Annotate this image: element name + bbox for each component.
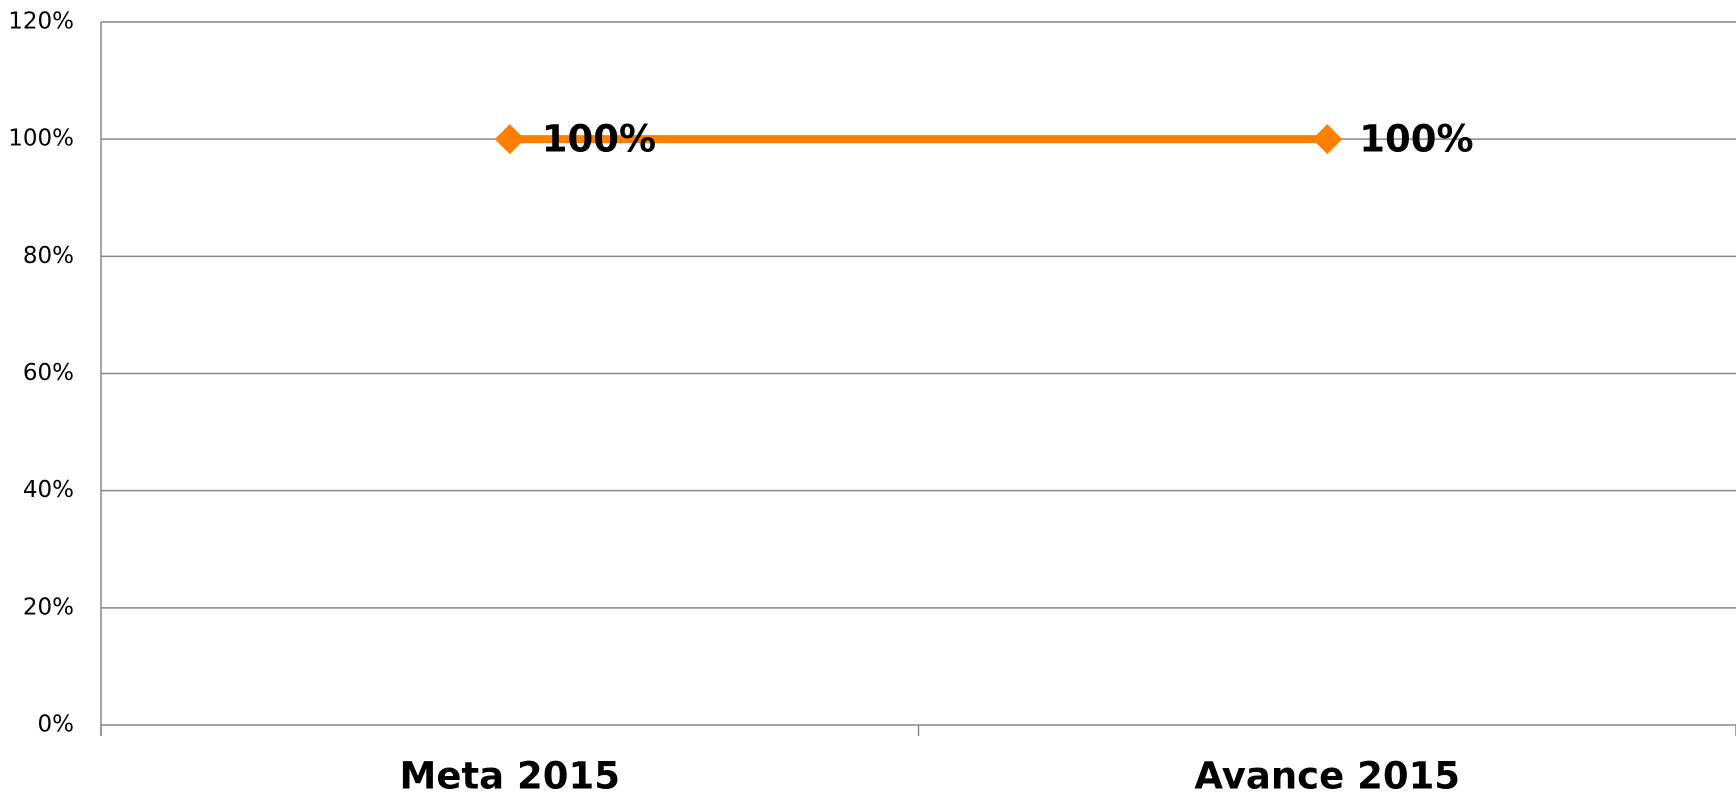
x-tick-label: Meta 2015: [400, 755, 620, 795]
y-tick-label: 60%: [23, 360, 74, 386]
x-tick-label: Avance 2015: [1194, 755, 1460, 795]
y-tick-label: 40%: [23, 477, 74, 503]
y-tick-label: 80%: [23, 243, 74, 269]
y-tick-label: 20%: [23, 594, 74, 620]
y-tick-label: 120%: [8, 9, 74, 35]
y-tick-label: 0%: [38, 712, 75, 738]
marker: [1312, 124, 1343, 155]
marker: [494, 124, 525, 155]
y-tick-label: 100%: [8, 126, 74, 152]
data-label: 100%: [542, 118, 656, 161]
data-label: 100%: [1359, 118, 1473, 161]
